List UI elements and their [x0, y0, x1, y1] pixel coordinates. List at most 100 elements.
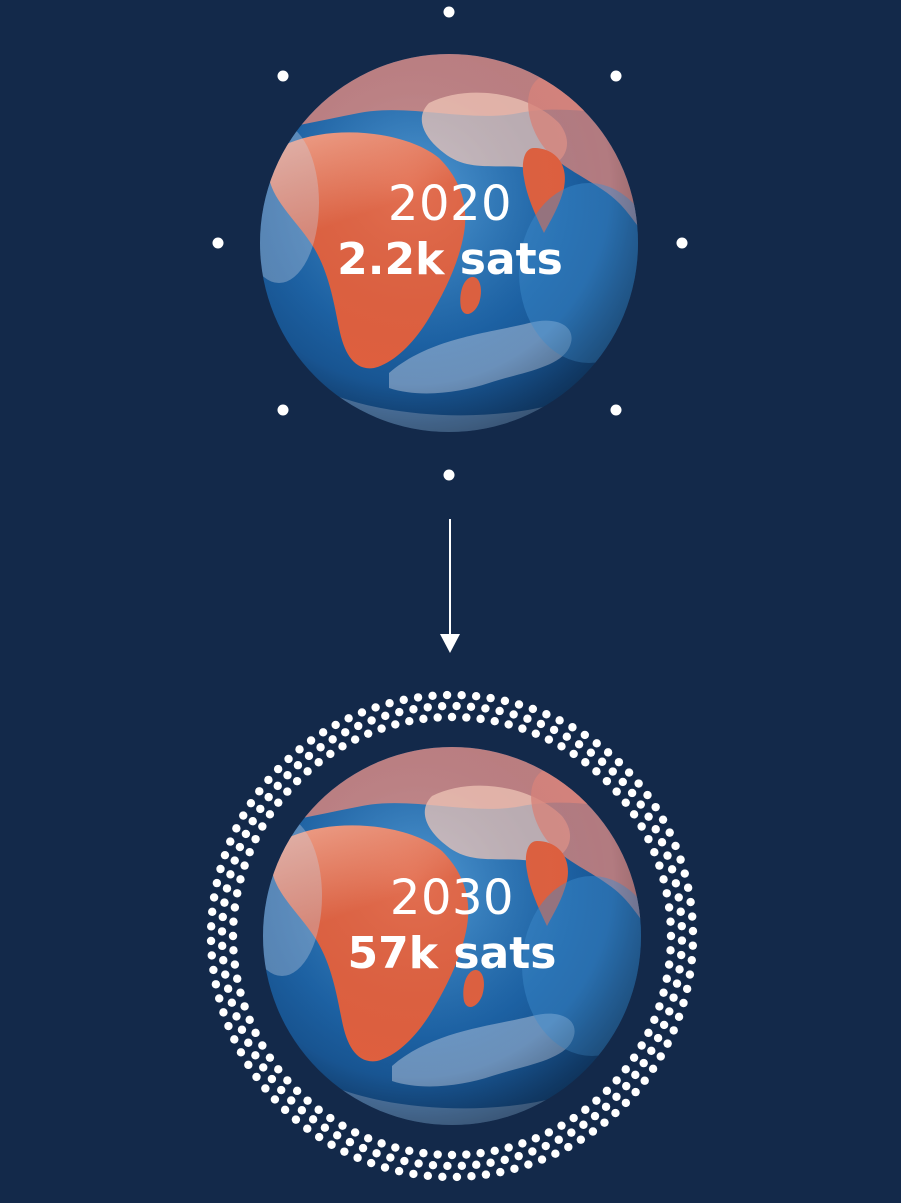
satellite-dot: [669, 993, 678, 1002]
satellite-dot: [230, 856, 239, 865]
satellite-dot: [674, 1012, 684, 1022]
satellite-dot: [264, 792, 273, 802]
satellite-dot: [385, 699, 394, 708]
satellite-dot: [612, 787, 621, 796]
satellite-dot: [209, 965, 218, 975]
globe-2030-satellite-rings: [206, 690, 698, 1182]
satellite-dot: [452, 1172, 462, 1182]
satellite-dot: [283, 771, 292, 780]
satellite-dot: [651, 825, 660, 834]
satellite-dot: [531, 729, 541, 738]
satellite-dot: [245, 1015, 254, 1025]
satellite-dot: [209, 893, 219, 902]
satellite-dot: [676, 907, 685, 916]
satellite-dot: [644, 834, 653, 844]
satellite-dot: [614, 757, 624, 767]
satellite-dot: [274, 1065, 283, 1074]
satellite-dot: [664, 960, 674, 969]
satellite-dot: [452, 701, 461, 711]
satellite-dot: [592, 767, 601, 776]
satellite-dot: [256, 804, 265, 814]
satellite-dot: [667, 865, 677, 874]
satellite-dot: [237, 1025, 247, 1034]
satellite-dot: [350, 1128, 360, 1137]
satellite-dot: [688, 926, 698, 936]
satellite-dot: [659, 875, 668, 884]
satellite-dot: [679, 998, 688, 1008]
satellite-dot: [221, 970, 230, 979]
satellite-dot: [297, 1106, 307, 1115]
satellite-dot: [612, 1092, 621, 1101]
satellite-dot: [554, 1135, 563, 1144]
satellite-dot: [514, 700, 524, 709]
satellite-dot: [549, 725, 559, 735]
satellite-dot: [264, 775, 273, 785]
satellite-dot: [328, 735, 337, 744]
satellite-dot: [481, 704, 490, 713]
satellite-dot: [655, 861, 664, 870]
satellite-dot: [602, 1086, 612, 1096]
satellite-dot: [230, 903, 240, 912]
satellite-dot: [443, 469, 455, 481]
satellite-dot: [639, 1058, 648, 1068]
satellite-dot: [600, 1118, 609, 1127]
satellite-dot: [644, 812, 653, 821]
satellite-dot: [226, 837, 235, 846]
satellite-dot: [663, 1039, 672, 1048]
satellite-dot: [236, 1048, 246, 1057]
satellite-dot: [394, 1166, 404, 1176]
satellite-dot: [602, 776, 612, 786]
satellite-dot: [261, 1084, 270, 1093]
satellite-dot: [496, 1167, 505, 1177]
satellite-dot: [588, 1127, 598, 1136]
satellite-dot: [232, 824, 241, 833]
satellite-dot: [597, 757, 607, 766]
satellite-dot: [304, 751, 314, 761]
satellite-dot: [428, 1161, 438, 1170]
satellite-dot: [671, 879, 681, 888]
satellite-dot: [541, 1141, 550, 1151]
satellite-dot: [338, 742, 347, 751]
satellite-dot: [399, 695, 408, 705]
satellite-dot: [576, 1135, 586, 1144]
satellite-dot: [246, 798, 256, 808]
satellite-dot: [419, 1148, 428, 1158]
satellite-dot: [316, 743, 325, 752]
satellite-dot: [637, 822, 646, 831]
satellite-dot: [357, 708, 367, 717]
satellite-dot: [405, 1146, 414, 1155]
satellite-dot: [226, 870, 235, 879]
satellite-dot: [666, 931, 676, 941]
satellite-dot: [672, 979, 682, 988]
satellite-dot: [273, 764, 283, 774]
satellite-dot: [581, 1105, 590, 1114]
satellite-dot: [650, 847, 659, 857]
satellite-dot: [462, 1150, 471, 1159]
satellite-dot: [442, 690, 452, 700]
satellite-dot: [219, 956, 228, 965]
satellite-dot: [259, 1063, 268, 1072]
satellite-dot: [363, 729, 373, 738]
satellite-dot: [528, 1147, 537, 1156]
satellite-dot: [687, 955, 696, 965]
satellite-dot: [377, 1139, 386, 1148]
satellite-dot: [314, 1132, 324, 1142]
satellite-dot: [245, 847, 254, 857]
satellite-dot: [637, 1041, 646, 1050]
satellite-dot: [622, 1081, 631, 1091]
satellite-dot: [240, 1002, 249, 1011]
satellite-dot: [580, 730, 590, 740]
satellite-dot: [557, 742, 566, 751]
satellite-dot: [287, 1096, 296, 1105]
satellite-dot: [677, 950, 686, 960]
satellite-dot: [688, 912, 697, 921]
satellite-dot: [621, 1098, 631, 1108]
satellite-dot: [350, 735, 360, 744]
satellite-dot: [251, 834, 260, 844]
satellite-dot: [212, 878, 222, 888]
satellite-dot: [574, 740, 584, 749]
satellite-dot: [229, 917, 238, 926]
satellite-dot: [564, 1142, 573, 1152]
satellite-dot: [344, 714, 353, 723]
